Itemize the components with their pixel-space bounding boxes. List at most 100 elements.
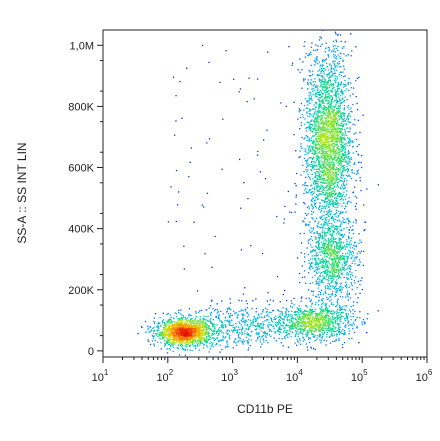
event-point [171,344,173,346]
event-point [335,240,337,243]
event-point [342,118,345,121]
event-point [359,261,361,263]
event-point [314,168,316,170]
event-point [153,317,155,319]
event-point [316,279,319,281]
event-point [318,328,320,330]
event-point [335,203,337,205]
event-point [281,317,283,320]
event-point [228,307,230,309]
event-point [335,282,337,285]
event-point [361,288,363,291]
event-point [321,64,323,66]
event-point [335,270,337,272]
event-point [317,284,320,286]
event-point [320,114,322,116]
event-point [320,79,322,81]
event-point [324,205,326,207]
event-point [310,128,312,131]
event-point [316,135,318,137]
event-point [301,325,304,327]
event-point [299,323,301,325]
event-point [335,226,337,228]
event-point [162,337,164,339]
event-point [330,285,332,288]
event-point [297,328,300,331]
event-point [314,257,316,260]
event-point [326,162,328,165]
event-point [339,111,341,113]
event-point [320,145,322,147]
event-point [227,333,229,335]
event-point [232,331,234,333]
event-point [184,348,186,350]
event-point [310,139,312,142]
event-point [237,340,239,342]
event-point [246,312,248,314]
event-point [314,183,316,185]
event-point [324,170,326,172]
event-point [345,211,347,213]
event-point [326,313,328,315]
event-point [333,273,336,275]
event-point [354,320,356,322]
event-point [330,320,332,322]
event-point [308,128,310,130]
event-point [353,323,355,326]
event-point [326,196,328,198]
event-point [333,63,336,65]
event-point [189,161,191,163]
event-point [313,204,316,206]
event-point [328,74,331,76]
event-point [309,102,311,104]
event-point [328,324,330,327]
event-point [183,245,185,247]
event-point [310,346,312,348]
event-point [205,329,207,331]
event-point [331,281,333,283]
event-point [342,120,344,122]
event-point [327,99,329,101]
event-point [234,338,236,340]
event-point [188,315,190,317]
event-point [332,259,334,261]
event-point [361,321,363,323]
event-point [323,107,325,109]
event-point [315,271,318,274]
event-point [335,141,337,143]
event-point [305,223,307,225]
event-point [240,324,242,326]
event-point [184,316,186,318]
event-point [335,92,337,94]
event-point [326,243,328,245]
event-point [352,304,354,307]
event-point [319,251,321,254]
event-point [330,111,333,113]
event-point [301,312,304,314]
event-point [317,125,319,127]
event-point [336,139,338,141]
event-point [344,255,346,257]
event-point [328,77,330,79]
event-point [322,108,325,111]
event-point [214,309,217,311]
event-point [329,284,331,287]
event-point [334,189,336,191]
event-point [189,349,191,351]
event-point [340,285,342,287]
event-point [307,316,309,318]
event-point [339,158,341,160]
event-point [235,311,237,314]
event-point [308,164,310,166]
event-point [315,283,317,285]
event-point [244,340,246,342]
event-point [267,314,269,316]
event-point [326,75,328,77]
event-point [330,294,332,296]
event-point [301,296,303,298]
event-point [326,112,328,114]
event-point [335,313,337,315]
event-point [320,128,322,130]
event-point [307,83,309,85]
event-point [340,256,342,258]
